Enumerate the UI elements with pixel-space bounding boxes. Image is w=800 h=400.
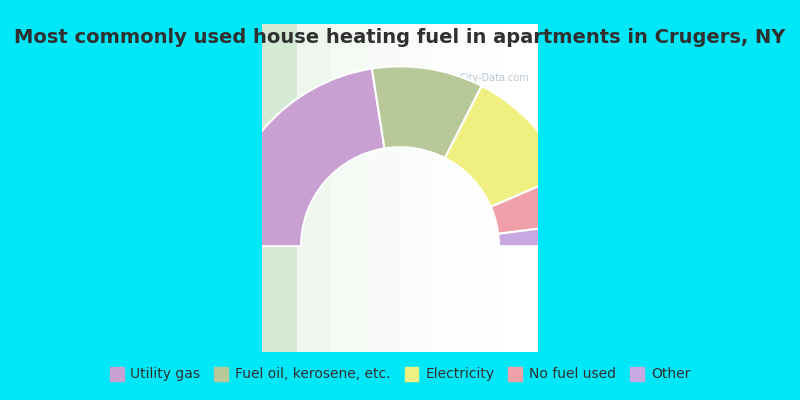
Text: Most commonly used house heating fuel in apartments in Crugers, NY: Most commonly used house heating fuel in… (14, 28, 786, 47)
Wedge shape (220, 68, 385, 246)
Bar (503, 24, 538, 352)
Bar (469, 24, 503, 352)
Bar (366, 24, 400, 352)
Wedge shape (498, 224, 580, 246)
Bar (297, 24, 331, 352)
Bar (331, 24, 366, 352)
Bar (400, 24, 434, 352)
Wedge shape (372, 66, 482, 158)
Wedge shape (445, 86, 565, 207)
Text: City-Data.com: City-Data.com (459, 73, 530, 83)
Legend: Utility gas, Fuel oil, kerosene, etc., Electricity, No fuel used, Other: Utility gas, Fuel oil, kerosene, etc., E… (104, 361, 696, 387)
Wedge shape (490, 175, 578, 234)
Bar (262, 24, 297, 352)
Bar (434, 24, 469, 352)
